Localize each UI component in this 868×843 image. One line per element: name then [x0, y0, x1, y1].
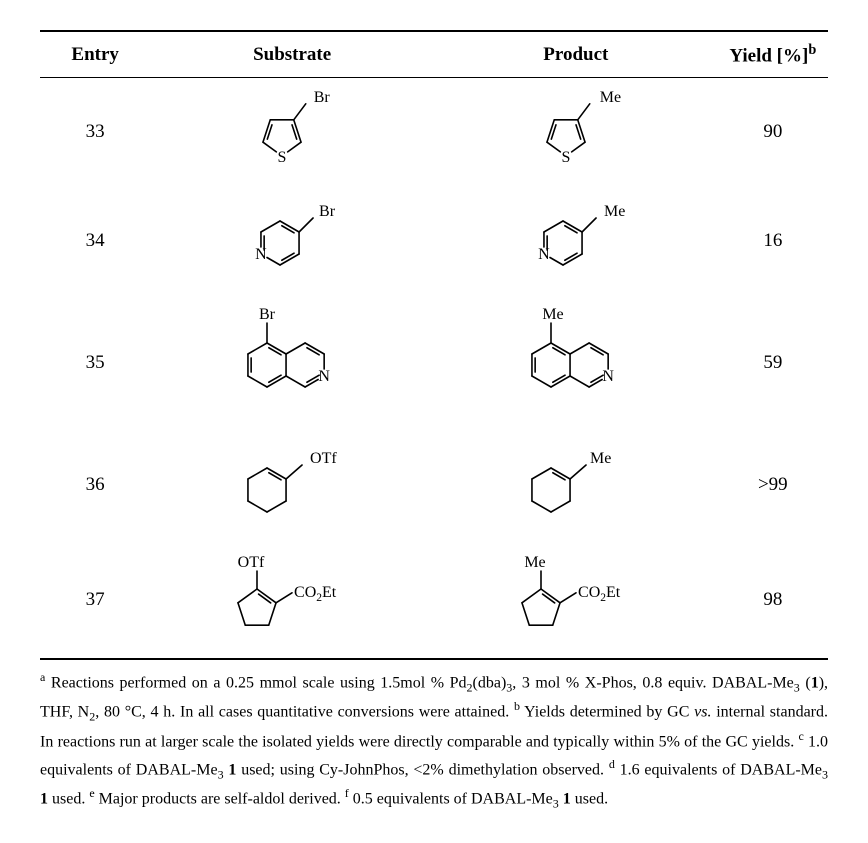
svg-text:CO2Et: CO2Et: [294, 584, 337, 604]
svg-text:OTf: OTf: [310, 450, 337, 467]
cell-product-structure: N Me: [434, 185, 718, 297]
cell-yield: 90: [718, 78, 828, 185]
cell-yield: 98: [718, 541, 828, 658]
cell-product-structure: Me CO2Et: [434, 541, 718, 658]
reaction-table: Entry Substrate Product Yield [%]b: [40, 32, 828, 77]
cell-substrate-structure: OTf CO2Et: [150, 541, 434, 658]
th-entry: Entry: [40, 32, 150, 77]
cell-entry: 37: [40, 541, 150, 658]
cell-substrate-structure: N Br: [150, 297, 434, 429]
table-row: 35 N Br N Me 59: [40, 297, 828, 429]
reaction-table-body: 33 S Br S Me 90 34 N Br N Me 16 35 N Br N Me 59 36 OTf Me >99…: [40, 78, 828, 658]
table-row: 33 S Br S Me 90: [40, 78, 828, 185]
svg-text:N: N: [538, 246, 550, 263]
th-product: Product: [434, 32, 718, 77]
svg-text:OTf: OTf: [238, 554, 265, 571]
cell-yield: 59: [718, 297, 828, 429]
cell-entry: 33: [40, 78, 150, 185]
svg-text:Me: Me: [524, 554, 545, 571]
svg-text:CO2Et: CO2Et: [578, 584, 621, 604]
cell-product-structure: S Me: [434, 78, 718, 185]
th-yield: Yield [%]b: [718, 32, 828, 77]
svg-text:Br: Br: [314, 89, 331, 106]
cell-yield: >99: [718, 429, 828, 541]
table-row: 36 OTf Me >99: [40, 429, 828, 541]
svg-text:N: N: [255, 246, 267, 263]
svg-text:N: N: [602, 368, 614, 385]
svg-text:S: S: [278, 149, 287, 166]
svg-text:S: S: [561, 149, 570, 166]
cell-product-structure: Me: [434, 429, 718, 541]
cell-substrate-structure: N Br: [150, 185, 434, 297]
cell-entry: 34: [40, 185, 150, 297]
svg-text:N: N: [319, 368, 331, 385]
th-substrate: Substrate: [150, 32, 434, 77]
svg-text:Me: Me: [604, 203, 625, 220]
cell-substrate-structure: S Br: [150, 78, 434, 185]
cell-yield: 16: [718, 185, 828, 297]
cell-entry: 35: [40, 297, 150, 429]
table-row: 34 N Br N Me 16: [40, 185, 828, 297]
cell-entry: 36: [40, 429, 150, 541]
table-row: 37 OTf CO2Et Me CO2Et 98: [40, 541, 828, 658]
table-rule-bottom: [40, 658, 828, 660]
svg-text:Br: Br: [319, 203, 336, 220]
svg-text:Me: Me: [542, 306, 563, 323]
cell-product-structure: N Me: [434, 297, 718, 429]
svg-text:Me: Me: [590, 450, 611, 467]
svg-text:Br: Br: [259, 306, 276, 323]
cell-substrate-structure: OTf: [150, 429, 434, 541]
table-header-row: Entry Substrate Product Yield [%]b: [40, 32, 828, 77]
svg-text:Me: Me: [600, 89, 621, 106]
footnotes: a Reactions performed on a 0.25 mmol sca…: [40, 668, 828, 813]
